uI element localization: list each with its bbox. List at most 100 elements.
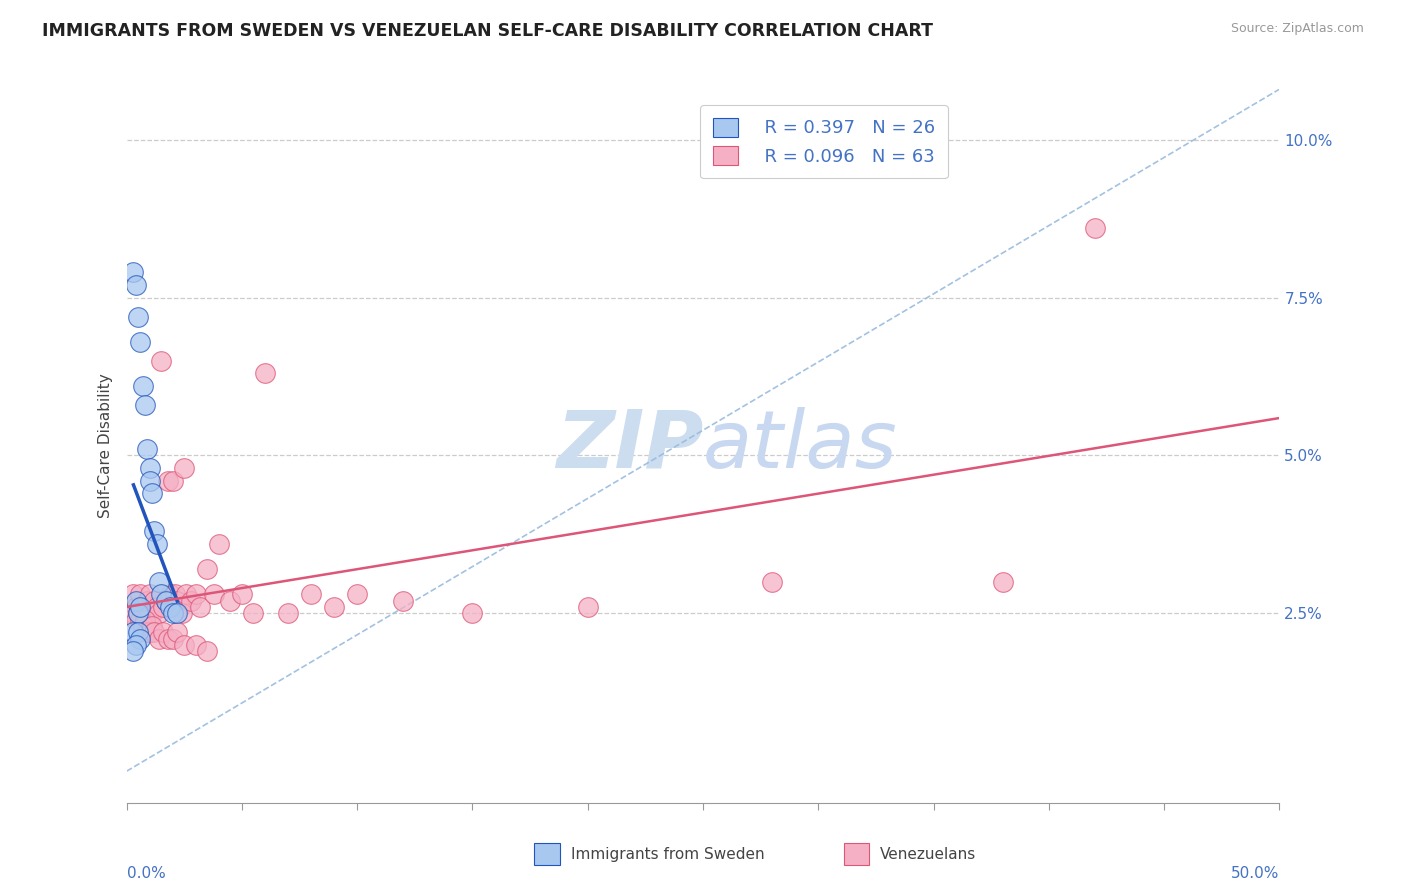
Point bbox=[141, 607, 163, 621]
Point bbox=[202, 587, 225, 601]
Point bbox=[346, 587, 368, 601]
Point bbox=[129, 632, 152, 646]
Point bbox=[208, 537, 231, 551]
Point bbox=[157, 632, 180, 646]
Text: Immigrants from Sweden: Immigrants from Sweden bbox=[571, 847, 765, 862]
Point bbox=[125, 638, 148, 652]
Point bbox=[150, 587, 173, 601]
Point bbox=[231, 587, 253, 601]
Point bbox=[242, 607, 264, 621]
Point bbox=[134, 607, 156, 621]
Point bbox=[169, 600, 191, 615]
Point bbox=[188, 600, 211, 615]
Point bbox=[143, 593, 166, 607]
FancyBboxPatch shape bbox=[534, 843, 560, 865]
Point bbox=[173, 461, 195, 475]
Point bbox=[155, 593, 177, 607]
Point bbox=[122, 587, 145, 601]
Point bbox=[991, 574, 1014, 589]
Legend:   R = 0.397   N = 26,   R = 0.096   N = 63: R = 0.397 N = 26, R = 0.096 N = 63 bbox=[700, 105, 948, 178]
Point bbox=[163, 587, 186, 601]
Point bbox=[134, 613, 156, 627]
Point bbox=[1084, 221, 1107, 235]
Point bbox=[129, 613, 152, 627]
Point bbox=[170, 607, 193, 621]
Text: 50.0%: 50.0% bbox=[1232, 866, 1279, 881]
Point bbox=[166, 607, 188, 621]
Point bbox=[131, 619, 153, 633]
Y-axis label: Self-Care Disability: Self-Care Disability bbox=[97, 374, 112, 518]
Point bbox=[136, 442, 159, 457]
Point bbox=[131, 600, 153, 615]
Point bbox=[145, 537, 167, 551]
Point bbox=[127, 625, 149, 640]
Point bbox=[127, 607, 149, 621]
Point bbox=[155, 593, 177, 607]
Point bbox=[141, 486, 163, 500]
Point bbox=[299, 587, 322, 601]
Point bbox=[127, 607, 149, 621]
FancyBboxPatch shape bbox=[844, 843, 869, 865]
Point bbox=[184, 587, 207, 601]
Point bbox=[148, 574, 170, 589]
Text: atlas: atlas bbox=[703, 407, 898, 485]
Point bbox=[125, 600, 148, 615]
Point bbox=[576, 600, 599, 615]
Point bbox=[173, 638, 195, 652]
Point bbox=[323, 600, 346, 615]
Point bbox=[131, 379, 153, 393]
Point bbox=[219, 593, 242, 607]
Point bbox=[180, 593, 202, 607]
Point bbox=[125, 277, 148, 292]
Point bbox=[136, 625, 159, 640]
Point bbox=[127, 607, 149, 621]
Point bbox=[162, 632, 184, 646]
Point bbox=[277, 607, 299, 621]
Point bbox=[152, 600, 174, 615]
Point bbox=[253, 367, 276, 381]
Text: IMMIGRANTS FROM SWEDEN VS VENEZUELAN SELF-CARE DISABILITY CORRELATION CHART: IMMIGRANTS FROM SWEDEN VS VENEZUELAN SEL… bbox=[42, 22, 934, 40]
Point bbox=[162, 474, 184, 488]
Point bbox=[127, 310, 149, 324]
Text: ZIP: ZIP bbox=[555, 407, 703, 485]
Point bbox=[138, 587, 160, 601]
Point bbox=[125, 613, 148, 627]
Point bbox=[148, 632, 170, 646]
Point bbox=[166, 625, 188, 640]
Point bbox=[143, 524, 166, 539]
Point bbox=[145, 600, 167, 615]
Point bbox=[138, 474, 160, 488]
Point bbox=[148, 607, 170, 621]
Point bbox=[166, 593, 188, 607]
Point bbox=[392, 593, 415, 607]
Point bbox=[157, 474, 180, 488]
Point bbox=[176, 587, 198, 601]
Point bbox=[129, 334, 152, 349]
Point bbox=[152, 625, 174, 640]
Point bbox=[184, 638, 207, 652]
Point bbox=[134, 398, 156, 412]
Point bbox=[141, 619, 163, 633]
Point bbox=[138, 625, 160, 640]
Point bbox=[129, 587, 152, 601]
Point bbox=[138, 600, 160, 615]
Point bbox=[143, 625, 166, 640]
Point bbox=[136, 593, 159, 607]
Point bbox=[159, 600, 181, 615]
Point bbox=[122, 625, 145, 640]
Point bbox=[125, 593, 148, 607]
Point bbox=[162, 607, 184, 621]
Text: 0.0%: 0.0% bbox=[127, 866, 166, 881]
Point bbox=[159, 587, 181, 601]
Point bbox=[138, 461, 160, 475]
Point bbox=[761, 574, 783, 589]
Point bbox=[122, 607, 145, 621]
Point bbox=[461, 607, 484, 621]
Point bbox=[150, 353, 173, 368]
Text: Source: ZipAtlas.com: Source: ZipAtlas.com bbox=[1230, 22, 1364, 36]
Point bbox=[122, 265, 145, 279]
Point bbox=[129, 600, 152, 615]
Point bbox=[122, 644, 145, 658]
Point bbox=[195, 644, 218, 658]
Point bbox=[195, 562, 218, 576]
